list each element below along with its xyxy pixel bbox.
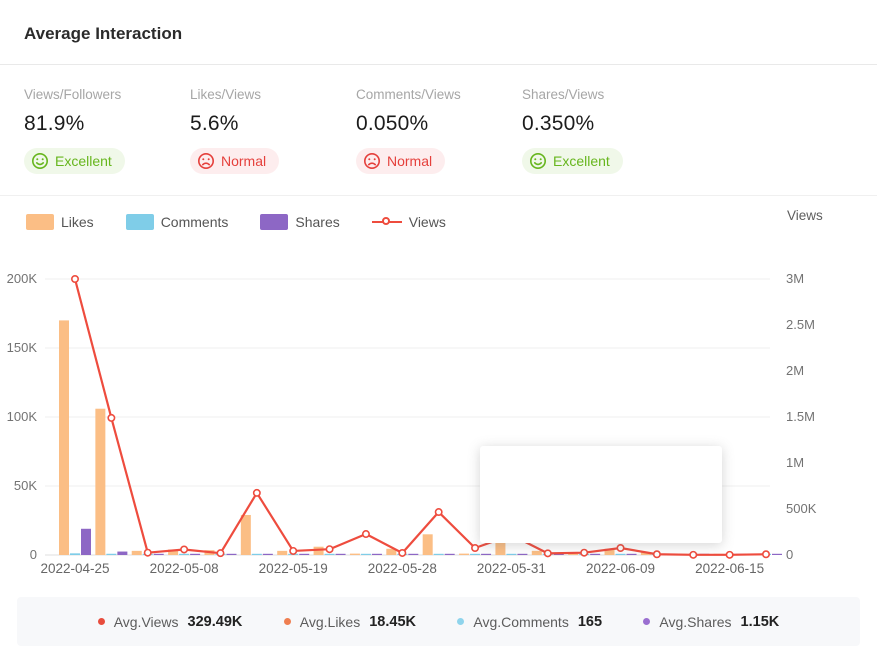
metric-label: Likes/Views (190, 87, 262, 102)
legend-label: Comments (160, 214, 229, 230)
svg-text:1M: 1M (786, 455, 804, 470)
metric-likes-views: Likes/Views 5.6% Normal (190, 87, 356, 195)
rating-badge: Excellent (24, 148, 125, 174)
svg-text:50K: 50K (14, 478, 37, 493)
legend-label: Views (408, 214, 446, 230)
avg-comments: Avg.Comments 165 (457, 614, 602, 630)
likes-swatch (26, 214, 54, 230)
metric-label: Views/Followers (24, 87, 122, 102)
svg-text:100K: 100K (7, 409, 38, 424)
svg-text:2022-05-28: 2022-05-28 (368, 561, 437, 576)
svg-text:1.5M: 1.5M (786, 409, 815, 424)
svg-text:2M: 2M (786, 363, 804, 378)
rating-text: Excellent (55, 153, 112, 169)
rating-text: Excellent (553, 153, 610, 169)
metric-views-followers: Views/Followers 81.9% Excellent (24, 87, 190, 195)
views-dot-icon (97, 618, 105, 625)
right-axis-title: Views (787, 208, 823, 223)
svg-text:2022-05-31: 2022-05-31 (477, 561, 546, 576)
page-title: Average Interaction (24, 24, 183, 43)
metric-value: 0.350% (522, 112, 595, 135)
panel-header: Average Interaction (0, 0, 877, 65)
comments-swatch (125, 214, 154, 230)
metric-label: Comments/Views (356, 87, 461, 102)
likes-dot-icon (283, 618, 291, 625)
metric-value: 0.050% (356, 112, 429, 135)
rating-badge: Normal (190, 148, 280, 174)
avg-label: Avg.Likes (299, 613, 361, 630)
avg-label: Avg.Comments (473, 613, 569, 630)
sad-face-icon (363, 152, 381, 170)
avg-value: 18.45K (369, 613, 416, 630)
metric-shares-views: Shares/Views 0.350% Excellent (522, 87, 688, 195)
svg-text:150K: 150K (7, 340, 38, 355)
svg-text:2022-06-09: 2022-06-09 (586, 561, 655, 576)
avg-label: Avg.Views (113, 613, 179, 630)
chart-area[interactable]: 200K 150K 100K 50K 0 3M 2.5M 2M 1.5M 1M 500K 0 2022-… (0, 246, 877, 576)
svg-text:2022-05-19: 2022-05-19 (259, 561, 328, 576)
legend-label: Likes (61, 214, 94, 230)
svg-text:2022-06-15: 2022-06-15 (695, 561, 764, 576)
shares-swatch (260, 214, 289, 230)
metric-value: 81.9% (24, 112, 85, 135)
shares-dot-icon (643, 618, 651, 625)
svg-text:3M: 3M (786, 271, 804, 286)
svg-text:0: 0 (30, 547, 37, 562)
interaction-chart-svg: 200K150K100K50K03M2.5M2M1.5M1M500K02022-… (7, 271, 817, 576)
chart-legend-row: Likes Comments Shares Views Views (0, 196, 877, 246)
metric-comments-views: Comments/Views 0.050% Normal (356, 87, 522, 195)
sad-face-icon (197, 152, 215, 170)
rating-badge: Normal (356, 148, 446, 174)
svg-text:500K: 500K (786, 501, 817, 516)
comments-dot-icon (457, 618, 465, 625)
legend-item-views[interactable]: Views (371, 214, 446, 230)
svg-text:0: 0 (786, 547, 793, 562)
metric-label: Shares/Views (522, 87, 605, 102)
metric-value: 5.6% (190, 112, 239, 135)
smiley-icon (529, 152, 547, 170)
avg-value: 329.49K (187, 613, 243, 630)
smiley-icon (31, 152, 49, 170)
rating-badge: Excellent (522, 148, 623, 174)
legend-item-comments[interactable]: Comments (125, 214, 229, 230)
avg-label: Avg.Shares (659, 613, 732, 630)
svg-text:200K: 200K (7, 271, 38, 286)
avg-likes: Avg.Likes 18.45K (283, 613, 416, 630)
views-line-marker-icon (371, 214, 402, 230)
legend-label: Shares (295, 214, 340, 230)
svg-text:2022-05-08: 2022-05-08 (150, 561, 219, 576)
svg-text:2022-04-25: 2022-04-25 (40, 561, 109, 576)
metrics-row: Views/Followers 81.9% Excellent Likes/Vi… (0, 65, 877, 196)
rating-text: Normal (221, 153, 267, 169)
avg-views: Avg.Views 329.49K (97, 613, 243, 630)
legend-item-likes[interactable]: Likes (26, 214, 94, 230)
avg-value: 1.15K (740, 613, 780, 630)
avg-shares: Avg.Shares 1.15K (643, 614, 779, 630)
empty-tooltip-box (480, 446, 722, 543)
avg-value: 165 (577, 613, 603, 630)
averages-bar: Avg.Views 329.49K Avg.Likes 18.45K Avg.C… (17, 597, 860, 646)
rating-text: Normal (387, 153, 433, 169)
legend-item-shares[interactable]: Shares (260, 214, 340, 230)
svg-text:2.5M: 2.5M (786, 317, 815, 332)
chart-legend: Likes Comments Shares Views (26, 214, 446, 230)
